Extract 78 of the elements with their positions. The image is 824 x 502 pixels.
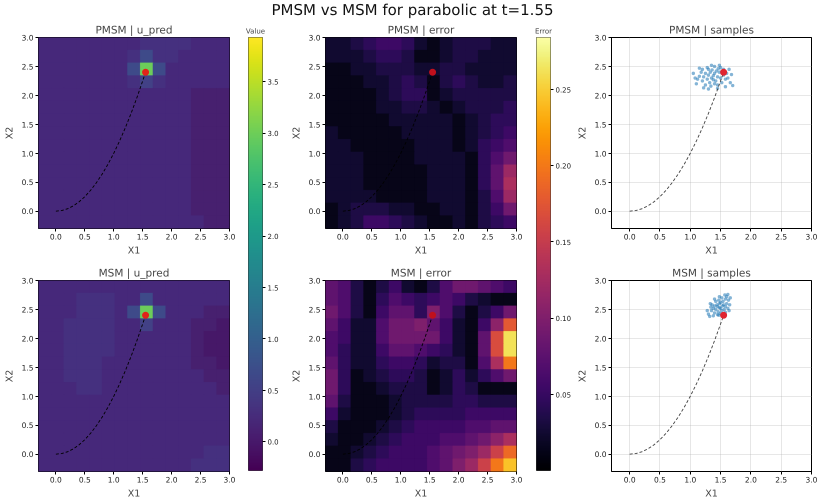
- chart-title: PMSM | samples: [669, 24, 754, 36]
- point: [708, 314, 712, 318]
- point: [728, 303, 732, 307]
- point: [699, 70, 703, 74]
- x-axis-title: X1: [128, 488, 140, 500]
- x-axis-title: X1: [705, 488, 718, 500]
- y-axis-title: X2: [4, 370, 16, 382]
- point: [720, 312, 728, 319]
- point: [698, 66, 702, 70]
- point: [724, 302, 728, 306]
- point: [708, 70, 712, 74]
- point: [714, 300, 718, 304]
- point: [727, 68, 731, 72]
- point: [726, 292, 730, 296]
- chart-title: MSM | u_pred: [98, 268, 170, 280]
- point: [712, 74, 716, 78]
- point: [716, 75, 720, 79]
- point: [692, 72, 696, 76]
- y-axis-title: X2: [292, 126, 303, 140]
- point: [726, 298, 730, 302]
- point: [706, 77, 709, 81]
- chart-title: MSM | samples: [672, 268, 751, 280]
- x-axis-title: X1: [414, 246, 428, 256]
- point: [724, 77, 728, 81]
- point: [714, 69, 718, 73]
- point: [718, 64, 722, 67]
- point: [724, 85, 728, 88]
- point: [716, 310, 720, 314]
- point: [728, 80, 732, 84]
- y-axis-title: X2: [578, 370, 589, 382]
- point: [731, 84, 734, 88]
- point: [712, 82, 716, 86]
- point: [712, 64, 716, 68]
- text: PMSM vs MSM for parabolic at t=1.55: [271, 0, 554, 20]
- point: [706, 308, 709, 312]
- point: [726, 76, 730, 80]
- chart-title: PMSM | error: [388, 24, 456, 36]
- point: [730, 72, 734, 76]
- y-axis-title: X2: [578, 126, 589, 140]
- point: [728, 296, 732, 300]
- point: [718, 76, 722, 80]
- point: [708, 80, 712, 84]
- point: [698, 74, 702, 78]
- point: [712, 314, 716, 318]
- point: [710, 68, 714, 72]
- point: [710, 308, 714, 312]
- point: [706, 87, 710, 91]
- point: [709, 305, 713, 309]
- point: [710, 64, 714, 67]
- point: [720, 296, 724, 300]
- x-axis-title: X1: [414, 488, 428, 500]
- point: [694, 82, 698, 86]
- point: [700, 68, 704, 72]
- point: [700, 79, 704, 83]
- point: [702, 86, 706, 90]
- point: [704, 72, 708, 76]
- point: [702, 75, 706, 79]
- y-axis-title: X2: [292, 370, 303, 382]
- chart-title: MSM | error: [390, 268, 452, 280]
- point: [714, 308, 718, 312]
- point: [693, 76, 697, 80]
- point: [726, 306, 730, 310]
- point: [714, 79, 718, 83]
- point: [720, 80, 724, 84]
- x-axis-title: X1: [705, 246, 718, 256]
- point: [704, 83, 708, 87]
- point: [706, 73, 710, 77]
- point: [709, 84, 713, 88]
- chart-title: PMSM | u_pred: [95, 24, 173, 36]
- point: [718, 295, 722, 298]
- point: [720, 68, 728, 76]
- point: [717, 298, 720, 302]
- point: [727, 308, 731, 312]
- point: [722, 308, 726, 312]
- y-axis-title: X2: [4, 126, 16, 140]
- point: [712, 297, 716, 301]
- x-axis-title: X1: [128, 246, 140, 256]
- point: [712, 311, 716, 315]
